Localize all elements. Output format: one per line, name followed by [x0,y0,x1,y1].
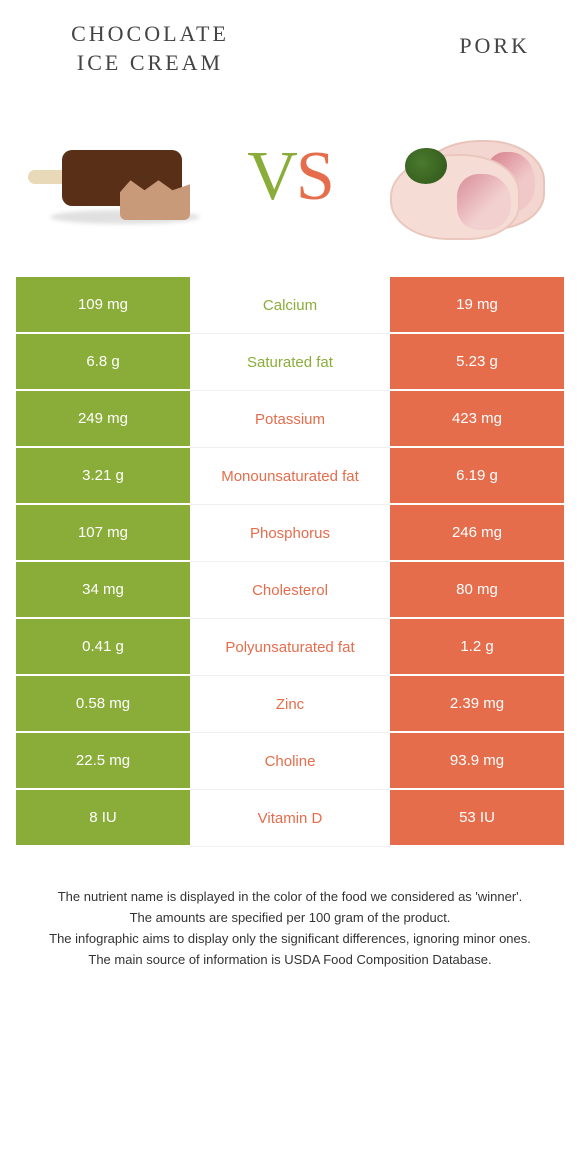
right-value: 2.39 mg [390,676,564,733]
pork-icon [375,112,565,242]
nutrient-label: Monounsaturated fat [190,448,390,505]
footer-notes: The nutrient name is displayed in the co… [0,847,580,990]
left-value: 0.41 g [16,619,190,676]
table-row: 3.21 gMonounsaturated fat6.19 g [16,448,564,505]
left-value: 109 mg [16,277,190,334]
left-food-title: CHOCOLATE ICE CREAM [50,20,250,77]
right-food-image [370,107,570,247]
right-value: 246 mg [390,505,564,562]
ice-cream-icon [20,132,200,222]
footer-line-3: The infographic aims to display only the… [30,929,550,950]
left-value: 0.58 mg [16,676,190,733]
vs-label: VS [247,137,333,217]
left-value: 6.8 g [16,334,190,391]
nutrient-label: Vitamin D [190,790,390,847]
nutrient-label: Saturated fat [190,334,390,391]
right-value: 19 mg [390,277,564,334]
right-value: 6.19 g [390,448,564,505]
right-food-title: PORK [330,20,530,77]
table-row: 249 mgPotassium423 mg [16,391,564,448]
comparison-table: 109 mgCalcium19 mg6.8 gSaturated fat5.23… [16,277,564,847]
table-row: 109 mgCalcium19 mg [16,277,564,334]
table-row: 34 mgCholesterol80 mg [16,562,564,619]
vs-v: V [247,138,296,215]
footer-line-1: The nutrient name is displayed in the co… [30,887,550,908]
footer-line-4: The main source of information is USDA F… [30,950,550,971]
table-row: 22.5 mgCholine93.9 mg [16,733,564,790]
hero-row: VS [0,87,580,277]
table-row: 0.58 mgZinc2.39 mg [16,676,564,733]
table-row: 0.41 gPolyunsaturated fat1.2 g [16,619,564,676]
right-value: 53 IU [390,790,564,847]
right-value: 423 mg [390,391,564,448]
nutrient-label: Polyunsaturated fat [190,619,390,676]
vs-s: S [296,138,333,215]
footer-line-2: The amounts are specified per 100 gram o… [30,908,550,929]
nutrient-label: Zinc [190,676,390,733]
left-value: 8 IU [16,790,190,847]
nutrient-label: Choline [190,733,390,790]
left-value: 3.21 g [16,448,190,505]
left-value: 249 mg [16,391,190,448]
right-value: 80 mg [390,562,564,619]
right-value: 1.2 g [390,619,564,676]
nutrient-label: Potassium [190,391,390,448]
table-row: 107 mgPhosphorus246 mg [16,505,564,562]
table-row: 8 IUVitamin D53 IU [16,790,564,847]
left-value: 34 mg [16,562,190,619]
nutrient-label: Phosphorus [190,505,390,562]
left-food-image [10,107,210,247]
nutrient-label: Calcium [190,277,390,334]
left-value: 107 mg [16,505,190,562]
right-value: 93.9 mg [390,733,564,790]
left-value: 22.5 mg [16,733,190,790]
table-row: 6.8 gSaturated fat5.23 g [16,334,564,391]
header: CHOCOLATE ICE CREAM PORK [0,0,580,87]
nutrient-label: Cholesterol [190,562,390,619]
right-value: 5.23 g [390,334,564,391]
